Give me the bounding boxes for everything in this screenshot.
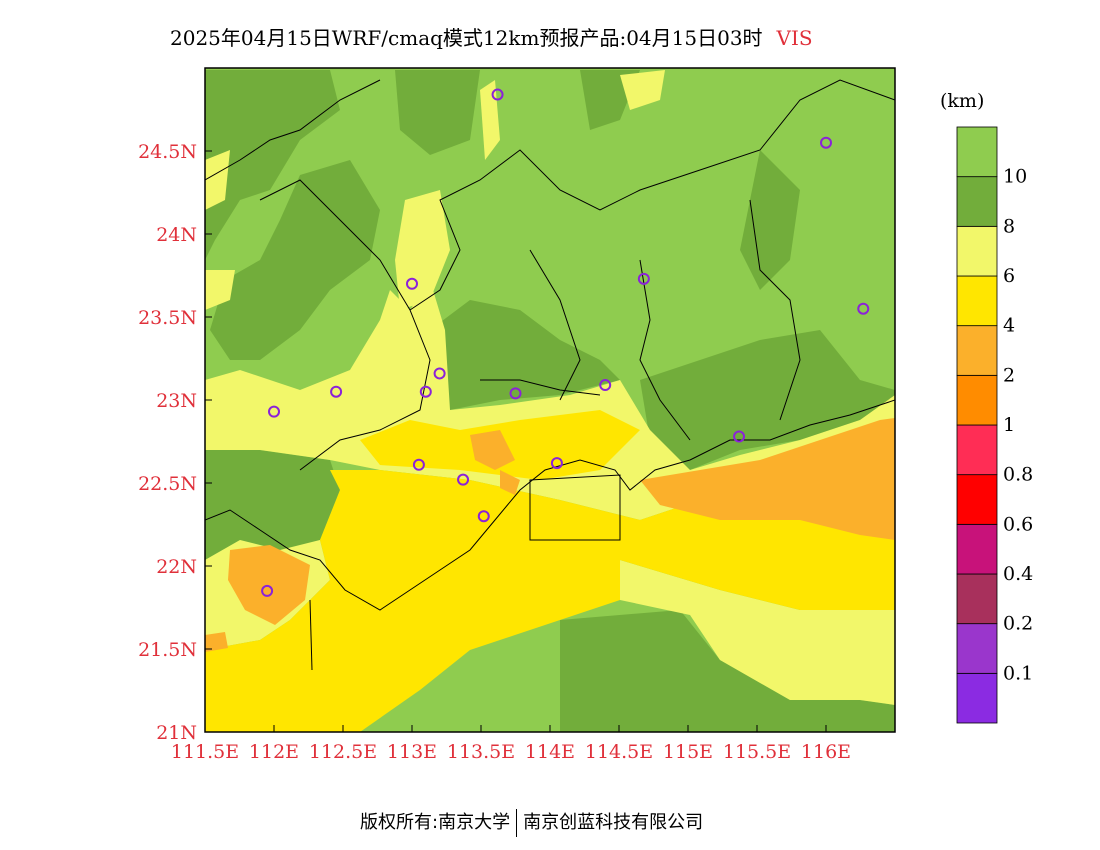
- station-marker: [261, 584, 274, 597]
- footer-copyright: 版权所有:南京大学: [360, 812, 511, 833]
- colorbar-label: 2: [1003, 364, 1015, 386]
- lon-tick-label: 114.5E: [585, 741, 653, 763]
- station-markers: [261, 88, 870, 597]
- station-marker: [550, 457, 563, 470]
- colorbar-bin: [956, 325, 998, 376]
- colorbar-label: 0.4: [1003, 563, 1033, 585]
- station-marker: [406, 277, 418, 290]
- colorbar-bin: [956, 225, 998, 277]
- station-marker: [820, 136, 832, 149]
- colorbar-bin: [956, 126, 998, 178]
- footer-separator: [516, 809, 518, 837]
- station-marker: [509, 387, 522, 400]
- colorbar-label: 8: [1003, 215, 1015, 237]
- title-main: 2025年04月15日WRF/cmaq模式12km预报产品:04月15日03时: [170, 26, 763, 50]
- station-marker: [268, 405, 280, 418]
- lon-tick-label: 112E: [249, 741, 299, 763]
- station-marker: [330, 385, 343, 398]
- colorbar-bin: [956, 623, 998, 674]
- station-marker: [857, 302, 870, 315]
- visibility-field: [205, 68, 895, 732]
- colorbar-label: 1: [1003, 414, 1015, 436]
- colorbar-label: 0.2: [1003, 613, 1033, 635]
- footer: 版权所有:南京大学 南京创蓝科技有限公司: [360, 808, 703, 837]
- lat-tick-label: 22N: [156, 556, 197, 578]
- colorbar-label: 0.6: [1003, 513, 1033, 535]
- colorbar-label: 6: [1003, 265, 1015, 287]
- colorbar-bin: [956, 374, 998, 426]
- colorbar-label: 0.8: [1003, 464, 1033, 486]
- station-marker: [419, 385, 432, 398]
- footer-company: 南京创蓝科技有限公司: [523, 812, 704, 833]
- station-marker: [733, 430, 746, 443]
- colorbar-bin: [956, 424, 998, 476]
- station-marker: [457, 473, 470, 486]
- lat-tick-label: 24.5N: [138, 141, 197, 163]
- lat-tick-label: 24N: [156, 224, 197, 246]
- station-marker: [491, 88, 504, 101]
- lon-tick-label: 115.5E: [723, 741, 791, 763]
- longitude-axis: 111.5E 112E 112.5E 113E 113.5E 114E 114.5E 115E…: [171, 725, 851, 763]
- station-marker: [433, 367, 446, 380]
- colorbar-bin: [956, 573, 998, 625]
- title-variable: VIS: [776, 26, 813, 50]
- station-marker: [477, 510, 490, 523]
- lon-tick-label: 113.5E: [447, 741, 515, 763]
- lat-tick-label: 22.5N: [138, 473, 197, 495]
- lon-tick-label: 116E: [801, 741, 851, 763]
- colorbar-label: 10: [1003, 166, 1027, 188]
- colorbar-label: 4: [1003, 315, 1015, 337]
- boundary-lines: [205, 79, 895, 671]
- chart-title: 2025年04月15日WRF/cmaq模式12km预报产品:04月15日03时 V…: [170, 22, 813, 51]
- station-marker: [637, 272, 650, 285]
- station-marker: [599, 379, 612, 392]
- lon-tick-label: 112.5E: [309, 741, 377, 763]
- latitude-axis: 21N 21.5N 22N 22.5N 23N 23.5N 24N 24.5N: [138, 141, 212, 744]
- colorbar-bin: [956, 474, 998, 525]
- lat-tick-label: 21.5N: [138, 639, 197, 661]
- station-marker: [412, 458, 425, 471]
- colorbar-bin: [956, 672, 998, 724]
- lon-tick-label: 113E: [387, 741, 437, 763]
- lon-tick-label: 111.5E: [171, 741, 239, 763]
- colorbar-bin: [956, 523, 998, 575]
- lat-tick-label: 21N: [156, 722, 197, 744]
- lat-tick-label: 23.5N: [138, 307, 197, 329]
- colorbar: 0.1 0.2 0.4 0.6 0.8 1 2 4 6 8 10: [956, 126, 1033, 724]
- lon-tick-label: 115E: [663, 741, 713, 763]
- colorbar-bin: [956, 176, 998, 227]
- lon-tick-label: 114E: [525, 741, 575, 763]
- lat-tick-label: 23N: [156, 390, 197, 412]
- colorbar-unit: (km): [940, 90, 985, 112]
- colorbar-label: 0.1: [1003, 662, 1033, 684]
- colorbar-bin: [956, 275, 998, 327]
